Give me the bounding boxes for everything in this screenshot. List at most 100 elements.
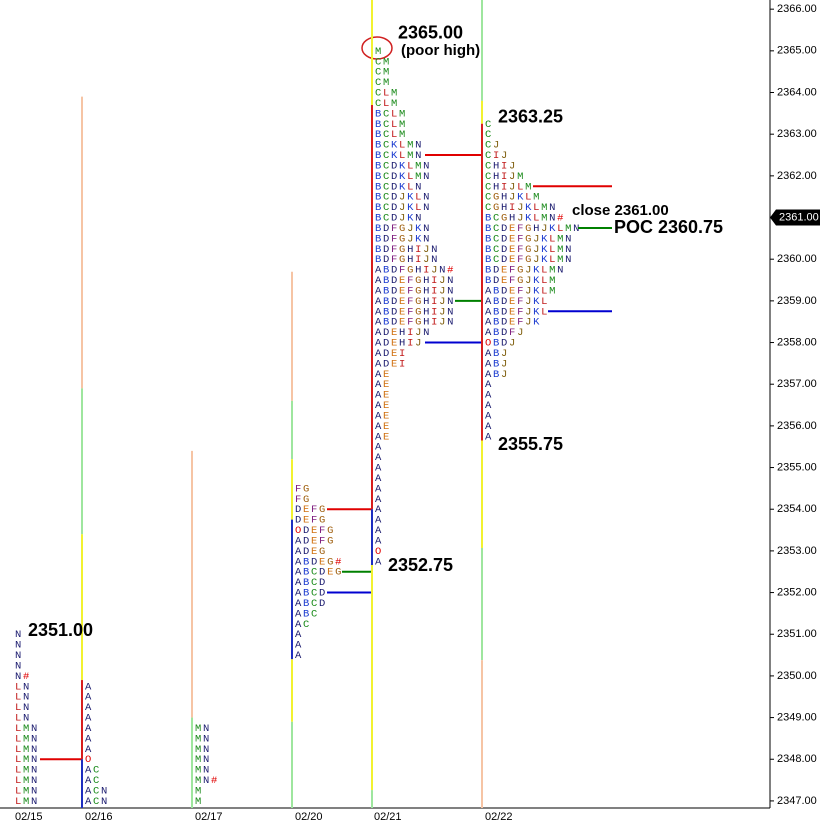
y-tick-label: 2356.00 bbox=[777, 420, 817, 432]
profile-row: A bbox=[375, 504, 383, 516]
profile-row: ABDFGHIJN# bbox=[375, 264, 455, 276]
profile-row: CGHJKLM bbox=[485, 191, 541, 203]
profile-row: AE bbox=[375, 421, 391, 433]
profile-row: BCKLMN bbox=[375, 139, 423, 151]
profile-row: A bbox=[85, 723, 93, 735]
profile-row: O bbox=[85, 754, 93, 766]
y-tick-label: 2366.00 bbox=[777, 3, 817, 15]
profile-row: A bbox=[295, 639, 303, 651]
profile-row: LMN bbox=[15, 754, 39, 766]
profile-row: BCDJKLN bbox=[375, 202, 431, 214]
profile-row: LMN bbox=[15, 785, 39, 797]
profile-row: ABDEFGHIJN bbox=[375, 285, 455, 297]
profile-row: AE bbox=[375, 431, 391, 443]
x-tick-label: 02/15 bbox=[15, 811, 43, 823]
profile-row: BCLM bbox=[375, 129, 407, 141]
profile-row: A bbox=[85, 712, 93, 724]
profile-row: OBDJ bbox=[485, 337, 517, 349]
profile-row: AE bbox=[375, 369, 391, 381]
profile-row: BCDEFGHJKLMN bbox=[485, 223, 581, 235]
profile-row: ABDEFJKL bbox=[485, 296, 549, 308]
y-tick-label: 2362.00 bbox=[777, 170, 817, 182]
profile-row: ABCD bbox=[295, 587, 327, 599]
profile-row: ABDEFGHIJN bbox=[375, 306, 455, 318]
profile-row: BCDEFGJKLMN bbox=[485, 254, 573, 266]
profile-row: A bbox=[485, 421, 493, 433]
profile-row: M bbox=[195, 785, 203, 797]
annotation: 2363.25 bbox=[498, 107, 563, 127]
profile-row: BCDJKN bbox=[375, 212, 423, 224]
profile-row: DEFG bbox=[295, 504, 327, 516]
profile-row: MN bbox=[195, 744, 211, 756]
profile-row: LN bbox=[15, 681, 31, 693]
profile-row: C bbox=[485, 119, 493, 131]
profile-row: A bbox=[375, 494, 383, 506]
profile-row: BCDEFGJKLMN bbox=[485, 233, 573, 245]
profile-row: BDFGHIJN bbox=[375, 244, 439, 256]
profile-row: ABJ bbox=[485, 369, 509, 381]
profile-row: A bbox=[85, 681, 93, 693]
profile-row: A bbox=[485, 389, 493, 401]
profile-row: CHIJM bbox=[485, 171, 525, 183]
y-tick-label: 2359.00 bbox=[777, 295, 817, 307]
profile-row: AE bbox=[375, 379, 391, 391]
profile-row: CLM bbox=[375, 98, 399, 110]
note: POC 2360.75 bbox=[614, 217, 723, 237]
profile-row: M bbox=[375, 46, 383, 58]
profile-row: A bbox=[85, 702, 93, 714]
profile-row: MN bbox=[195, 754, 211, 766]
profile-row: MN bbox=[195, 764, 211, 776]
profile-row: DEFG bbox=[295, 514, 327, 526]
y-tick-label: 2354.00 bbox=[777, 503, 817, 515]
profile-row: ABCD bbox=[295, 598, 327, 610]
annotation: 2352.75 bbox=[388, 555, 453, 575]
profile-row: CHIJLM bbox=[485, 181, 533, 193]
y-tick-label: 2358.00 bbox=[777, 336, 817, 348]
profile-row: A bbox=[375, 483, 383, 495]
profile-row: BCLM bbox=[375, 108, 407, 120]
y-tick-label: 2365.00 bbox=[777, 45, 817, 57]
profile-row: BCDKLMN bbox=[375, 171, 431, 183]
profile-row: LMN bbox=[15, 775, 39, 787]
profile-row: CM bbox=[375, 77, 391, 89]
profile-row: ABDEFGHIJN bbox=[375, 296, 455, 308]
profile-row: ODEFG bbox=[295, 525, 335, 537]
profile-row: A bbox=[375, 525, 383, 537]
profile-row: BCDKLN bbox=[375, 181, 423, 193]
profile-row: N bbox=[15, 660, 23, 672]
y-tick-label: 2349.00 bbox=[777, 711, 817, 723]
profile-row: LMN bbox=[15, 796, 39, 808]
profile-row: A bbox=[295, 629, 303, 641]
profile-row: ABDEG# bbox=[295, 556, 343, 568]
y-tick-label: 2355.00 bbox=[777, 461, 817, 473]
profile-row: ABC bbox=[295, 608, 319, 620]
profile-row: ADEHIJ bbox=[375, 337, 423, 349]
note: close 2361.00 bbox=[572, 202, 669, 219]
profile-row: FG bbox=[295, 494, 311, 506]
profile-row: ABDEFJKLM bbox=[485, 285, 557, 297]
profile-row: AE bbox=[375, 410, 391, 422]
profile-row: N bbox=[15, 639, 23, 651]
profile-row: ADEI bbox=[375, 358, 407, 370]
profile-row: A bbox=[375, 535, 383, 547]
profile-row: C bbox=[485, 129, 493, 141]
profile-row: LMN bbox=[15, 723, 39, 735]
profile-row: CJ bbox=[485, 139, 501, 151]
profile-row: A bbox=[85, 744, 93, 756]
profile-row: BCDKLMN bbox=[375, 160, 431, 172]
profile-row: ADEHIJN bbox=[375, 327, 431, 339]
profile-row: AE bbox=[375, 389, 391, 401]
profile-row: ADEFG bbox=[295, 535, 335, 547]
y-tick-label: 2364.00 bbox=[777, 86, 817, 98]
profile-row: A bbox=[485, 400, 493, 412]
profile-row: ABCDEG bbox=[295, 567, 343, 579]
profile-row: AE bbox=[375, 400, 391, 412]
profile-row: A bbox=[485, 410, 493, 422]
profile-row: A bbox=[375, 462, 383, 474]
profile-row: AC bbox=[85, 775, 101, 787]
profile-row: MN bbox=[195, 723, 211, 735]
annotation: 2365.00 bbox=[398, 23, 463, 43]
profile-row: ABCD bbox=[295, 577, 327, 589]
